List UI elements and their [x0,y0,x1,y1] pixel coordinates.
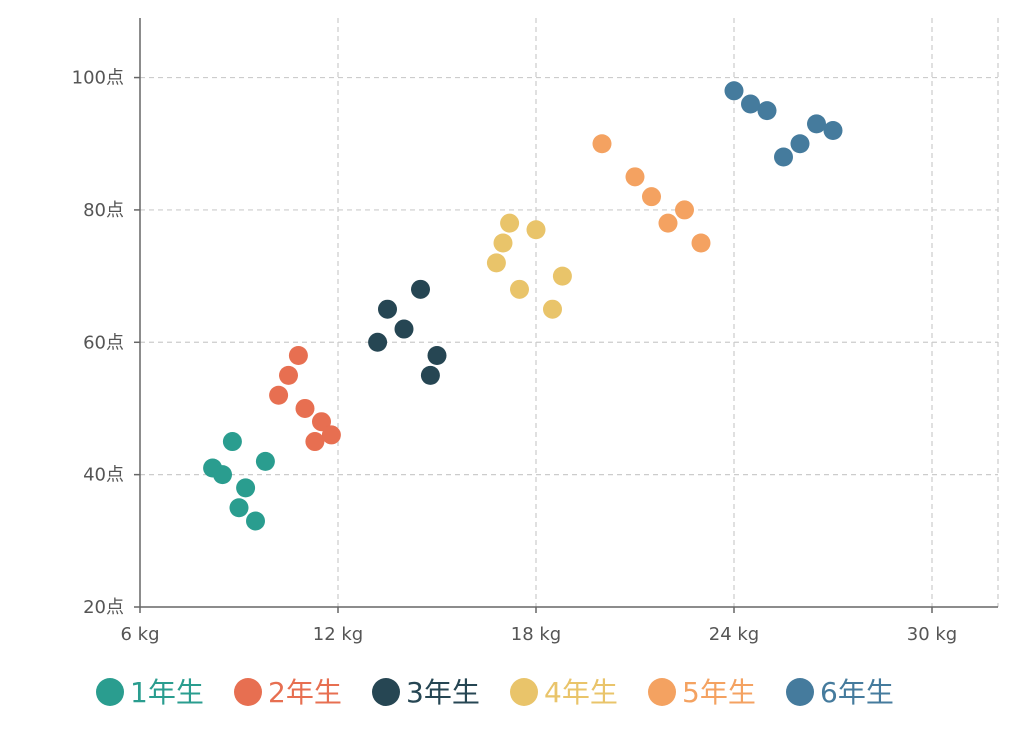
data-point [368,332,388,352]
series-4 [486,213,572,319]
data-point [724,81,744,101]
data-point [774,147,793,167]
x-tick-label: 6 kg [120,624,159,645]
legend-item[interactable]: 2年生 [234,676,342,709]
legend-label: 3年生 [406,676,480,709]
y-tick-label: 40点 [83,465,124,486]
data-point [642,187,661,207]
data-point [658,213,678,233]
legend-item[interactable]: 1年生 [96,676,204,709]
data-point [411,279,430,299]
series-1 [203,432,275,531]
legend-item[interactable]: 5年生 [648,676,756,709]
legend-label: 4年生 [544,676,618,709]
legend-swatch [786,678,814,706]
data-point [420,365,440,385]
axes [134,18,998,613]
legend-swatch [648,678,676,706]
series-5 [592,134,711,253]
data-point [823,121,843,141]
series-3 [368,279,447,385]
data-point [295,398,315,418]
data-point [222,432,242,452]
data-point [279,365,298,385]
data-point [552,266,572,286]
data-point [675,200,694,220]
y-tick-label: 80点 [83,200,124,221]
data-point [510,279,529,299]
data-point [213,465,232,485]
data-point [269,385,289,405]
legend-swatch [234,678,262,706]
y-tick-label: 60点 [83,332,124,353]
legend-item[interactable]: 6年生 [786,676,894,709]
data-point [236,478,256,498]
x-tick-label: 18 kg [511,624,561,645]
legend-label: 6年生 [820,676,894,709]
legend: 1年生 2年生 3年生 4年生 5年生 6年生 [96,676,894,709]
data-point [486,253,506,273]
legend-item[interactable]: 3年生 [372,676,480,709]
data-point [305,432,325,452]
x-tick-label: 24 kg [709,624,759,645]
data-point [625,167,645,187]
data-point [288,346,308,366]
y-tick-label: 20点 [83,597,124,618]
data-point [229,498,249,518]
x-tick-label: 12 kg [313,624,363,645]
data-point [807,114,826,134]
data-points [203,81,843,531]
data-point [378,299,397,319]
legend-swatch [96,678,124,706]
legend-label: 5年生 [682,676,756,709]
x-tick-label: 30 kg [907,624,957,645]
data-point [757,101,777,121]
data-point [526,220,546,240]
tick-labels: 20点 40点 60点 80点 100点 6 kg 12 kg 18 kg 24 kg 30 kg [72,68,958,645]
grid [140,18,999,607]
legend-label: 1年生 [130,676,204,709]
legend-item[interactable]: 4年生 [510,676,618,709]
data-point [394,319,414,339]
data-point [592,134,612,154]
data-point [543,299,562,319]
data-point [246,511,265,531]
data-point [427,346,447,366]
data-point [741,94,760,114]
data-point [312,412,331,432]
series-2 [269,346,341,452]
legend-label: 2年生 [268,676,342,709]
data-point [255,451,275,471]
data-point [790,134,810,154]
legend-swatch [510,678,538,706]
data-point [321,425,341,445]
data-point [493,233,513,253]
data-point [691,233,711,253]
legend-swatch [372,678,400,706]
series-6 [724,81,843,167]
y-tick-label: 100点 [72,68,124,89]
data-point [500,213,520,233]
